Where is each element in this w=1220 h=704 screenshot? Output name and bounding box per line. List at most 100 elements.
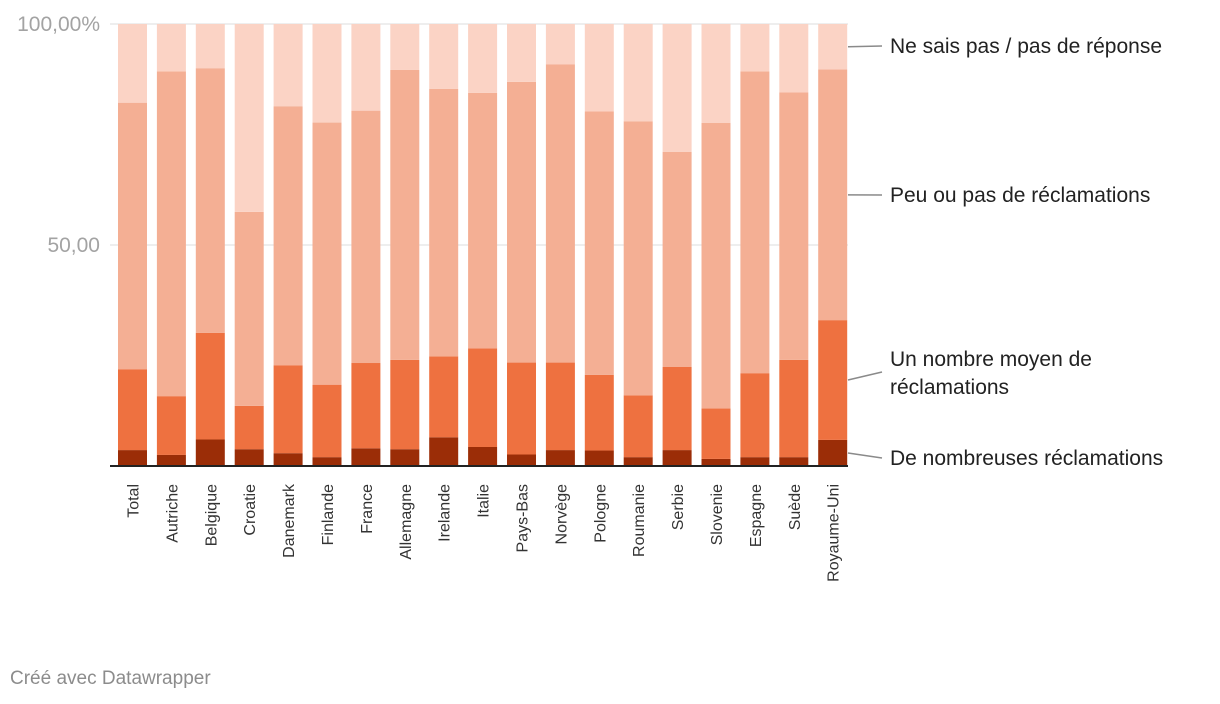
bar-segment bbox=[545, 24, 575, 65]
bar-segment bbox=[273, 106, 303, 366]
bar-segment bbox=[584, 111, 614, 375]
bar-segment bbox=[118, 24, 147, 103]
legend-label: Un nombre moyen de bbox=[890, 348, 1092, 371]
bar-segment bbox=[390, 24, 420, 70]
x-tick-label: Norvège bbox=[553, 484, 570, 545]
bar-segment bbox=[234, 449, 264, 466]
x-tick-label: France bbox=[359, 484, 376, 534]
bar-group bbox=[156, 24, 186, 466]
bar-segment bbox=[156, 396, 186, 455]
bar-group bbox=[273, 24, 303, 466]
bar-group bbox=[195, 24, 225, 466]
bar-group bbox=[623, 24, 653, 466]
x-tick-label: Autriche bbox=[164, 484, 181, 543]
x-tick-label: Irelande bbox=[437, 484, 454, 542]
x-tick-label: Finlande bbox=[320, 484, 337, 545]
bar-group bbox=[390, 24, 420, 466]
x-tick-label: Pays-Bas bbox=[515, 484, 532, 552]
bar-segment bbox=[662, 151, 692, 367]
legend-label: Peu ou pas de réclamations bbox=[890, 184, 1150, 207]
legend-connector bbox=[847, 452, 883, 459]
bar-group bbox=[312, 24, 342, 466]
y-tick-label: 50,00 bbox=[47, 234, 100, 257]
bar-segment bbox=[195, 24, 225, 69]
x-tick-label: Suède bbox=[787, 484, 804, 530]
legend-connector bbox=[847, 45, 883, 48]
bar-segment bbox=[584, 24, 614, 112]
bar-segment bbox=[195, 332, 225, 440]
x-tick-label: Total bbox=[126, 484, 143, 518]
bar-segment bbox=[779, 359, 809, 458]
bar-segment bbox=[662, 366, 692, 451]
legend-label: De nombreuses réclamations bbox=[890, 447, 1163, 470]
y-axis-ticks: 100,00% 50,00 bbox=[17, 13, 100, 257]
bar-segment bbox=[740, 457, 770, 466]
bar-segment bbox=[429, 356, 459, 438]
bar-segment bbox=[740, 24, 770, 72]
bar-segment bbox=[507, 454, 536, 466]
bar-segment bbox=[351, 448, 381, 466]
x-tick-label: Espagne bbox=[748, 484, 765, 547]
bar-group bbox=[429, 24, 459, 466]
legend-connector bbox=[847, 371, 883, 381]
bar-segment bbox=[312, 122, 342, 385]
bar-segment bbox=[468, 92, 498, 349]
bar-segment bbox=[701, 458, 731, 466]
x-tick-label: Croatie bbox=[242, 484, 259, 536]
bar-segment bbox=[390, 69, 420, 360]
bar-segment bbox=[195, 439, 225, 466]
bar-segment bbox=[584, 450, 614, 466]
bar-segment bbox=[468, 348, 498, 447]
bar-group bbox=[740, 24, 770, 466]
bar-segment bbox=[740, 71, 770, 374]
bar-segment bbox=[701, 408, 731, 459]
bar-segment bbox=[584, 374, 614, 451]
bar-segment bbox=[507, 81, 536, 363]
x-tick-label: Slovenie bbox=[709, 484, 726, 545]
bar-segment bbox=[195, 68, 225, 333]
bar-segment bbox=[351, 363, 381, 449]
x-tick-label: Belgique bbox=[203, 484, 220, 546]
bar-segment bbox=[351, 110, 381, 364]
bar-segment bbox=[779, 457, 809, 466]
bar-segment bbox=[390, 359, 420, 450]
bar-segment bbox=[273, 453, 303, 466]
bars bbox=[118, 24, 848, 466]
bar-segment bbox=[234, 211, 264, 406]
bar-segment bbox=[545, 64, 575, 363]
bar-segment bbox=[662, 450, 692, 466]
bar-segment bbox=[312, 24, 342, 123]
bar-segment bbox=[118, 450, 147, 466]
bar-segment bbox=[468, 24, 498, 93]
bar-segment bbox=[234, 405, 264, 450]
bar-segment bbox=[779, 24, 809, 93]
bar-segment bbox=[507, 362, 536, 455]
footer-credit: Créé avec Datawrapper bbox=[10, 668, 211, 689]
x-axis-tick-labels: Total Autriche Belgique Croatie Danemark Finl… bbox=[126, 483, 843, 582]
bar-segment bbox=[390, 449, 420, 466]
bar-segment bbox=[118, 102, 147, 370]
bar-group bbox=[662, 24, 692, 466]
bar-segment bbox=[118, 369, 147, 451]
x-tick-label: Royaume-Uni bbox=[826, 484, 843, 582]
bar-segment bbox=[545, 450, 575, 466]
bar-segment bbox=[351, 24, 381, 111]
bar-segment bbox=[623, 457, 653, 466]
bar-segment bbox=[701, 123, 731, 409]
bar-segment bbox=[156, 71, 186, 397]
bar-group bbox=[779, 24, 809, 466]
bar-segment bbox=[156, 24, 186, 72]
x-tick-label: Pologne bbox=[592, 484, 609, 543]
x-tick-label: Italie bbox=[476, 484, 493, 518]
bar-group bbox=[234, 24, 264, 466]
bar-segment bbox=[818, 439, 848, 466]
x-tick-label: Allemagne bbox=[398, 484, 415, 560]
bar-segment bbox=[429, 88, 459, 357]
bar-segment bbox=[234, 24, 264, 212]
x-tick-label: Serbie bbox=[670, 484, 687, 530]
legend: Ne sais pas / pas de réponse Peu ou pas d… bbox=[847, 35, 1163, 470]
bar-group bbox=[468, 24, 498, 466]
bar-segment bbox=[818, 24, 848, 70]
x-tick-label: Roumanie bbox=[631, 484, 648, 557]
